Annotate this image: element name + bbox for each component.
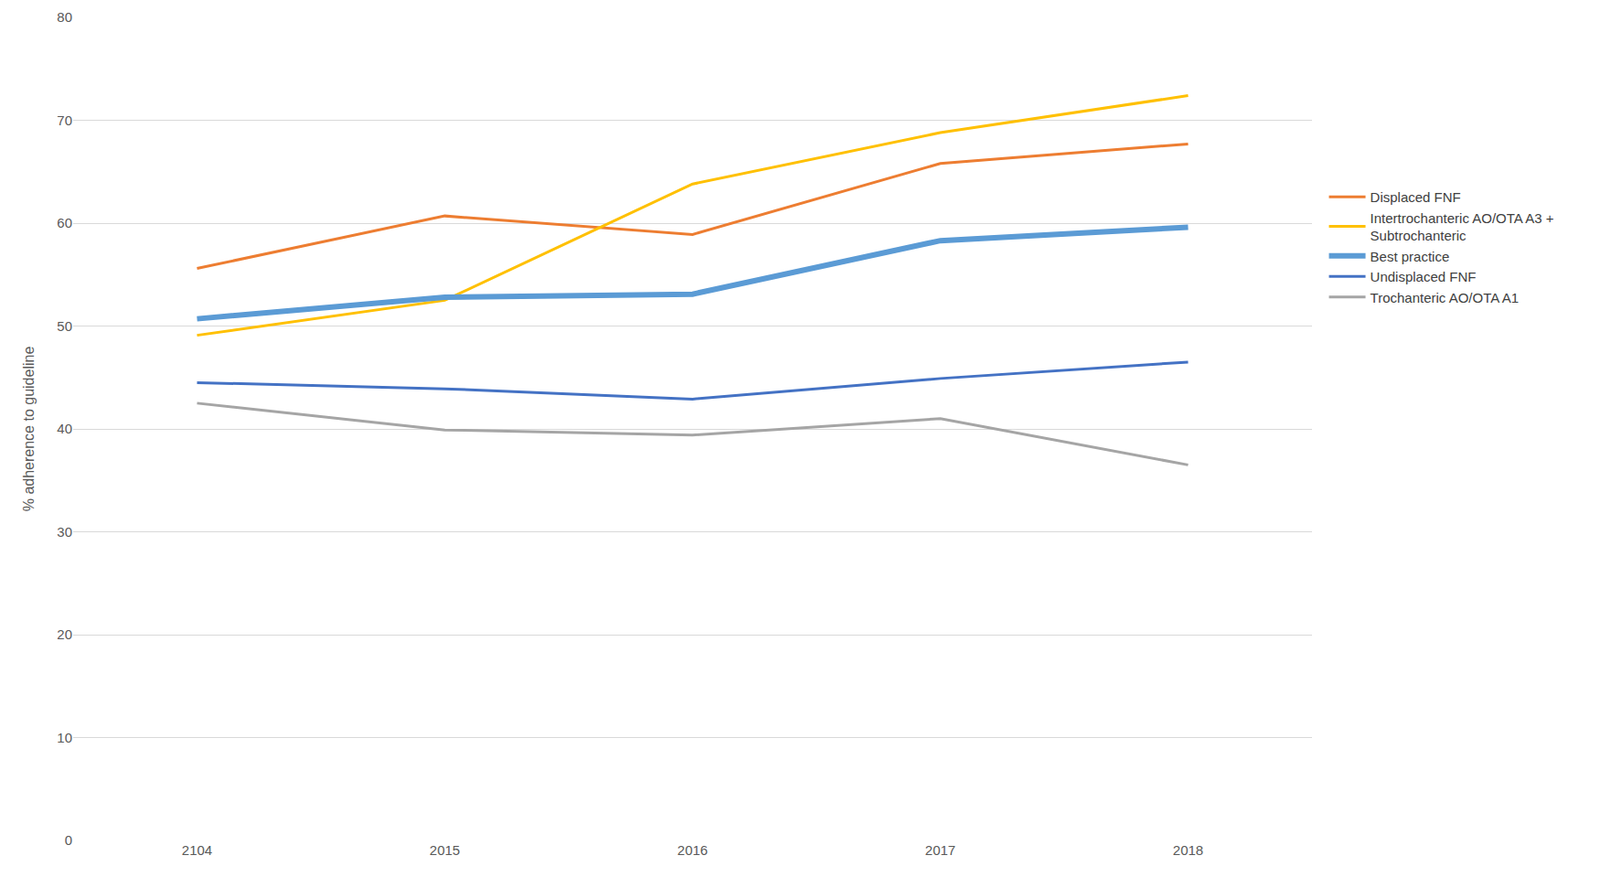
- svg-text:30: 30: [56, 523, 73, 540]
- svg-text:% adherence to guideline: % adherence to guideline: [21, 346, 37, 512]
- svg-text:40: 40: [56, 420, 73, 437]
- svg-text:10: 10: [56, 729, 73, 746]
- svg-text:2018: 2018: [1173, 842, 1204, 858]
- svg-text:Undisplaced FNF: Undisplaced FNF: [1370, 268, 1477, 285]
- svg-text:80: 80: [56, 9, 73, 25]
- svg-text:2017: 2017: [925, 842, 956, 858]
- svg-text:70: 70: [56, 112, 73, 128]
- svg-text:Intertrochanteric AO/OTA A3 +S: Intertrochanteric AO/OTA A3 +Subtrochant…: [1370, 210, 1555, 245]
- svg-text:Best practice: Best practice: [1370, 248, 1451, 265]
- svg-text:Trochanteric AO/OTA A1: Trochanteric AO/OTA A1: [1370, 289, 1520, 306]
- svg-text:20: 20: [56, 626, 73, 642]
- svg-text:2104: 2104: [181, 842, 213, 858]
- svg-text:2015: 2015: [429, 842, 460, 858]
- svg-text:50: 50: [56, 318, 73, 334]
- svg-text:Displaced FNF: Displaced FNF: [1370, 189, 1462, 205]
- svg-text:0: 0: [64, 832, 73, 848]
- svg-text:2016: 2016: [677, 842, 708, 858]
- svg-text:60: 60: [56, 214, 73, 231]
